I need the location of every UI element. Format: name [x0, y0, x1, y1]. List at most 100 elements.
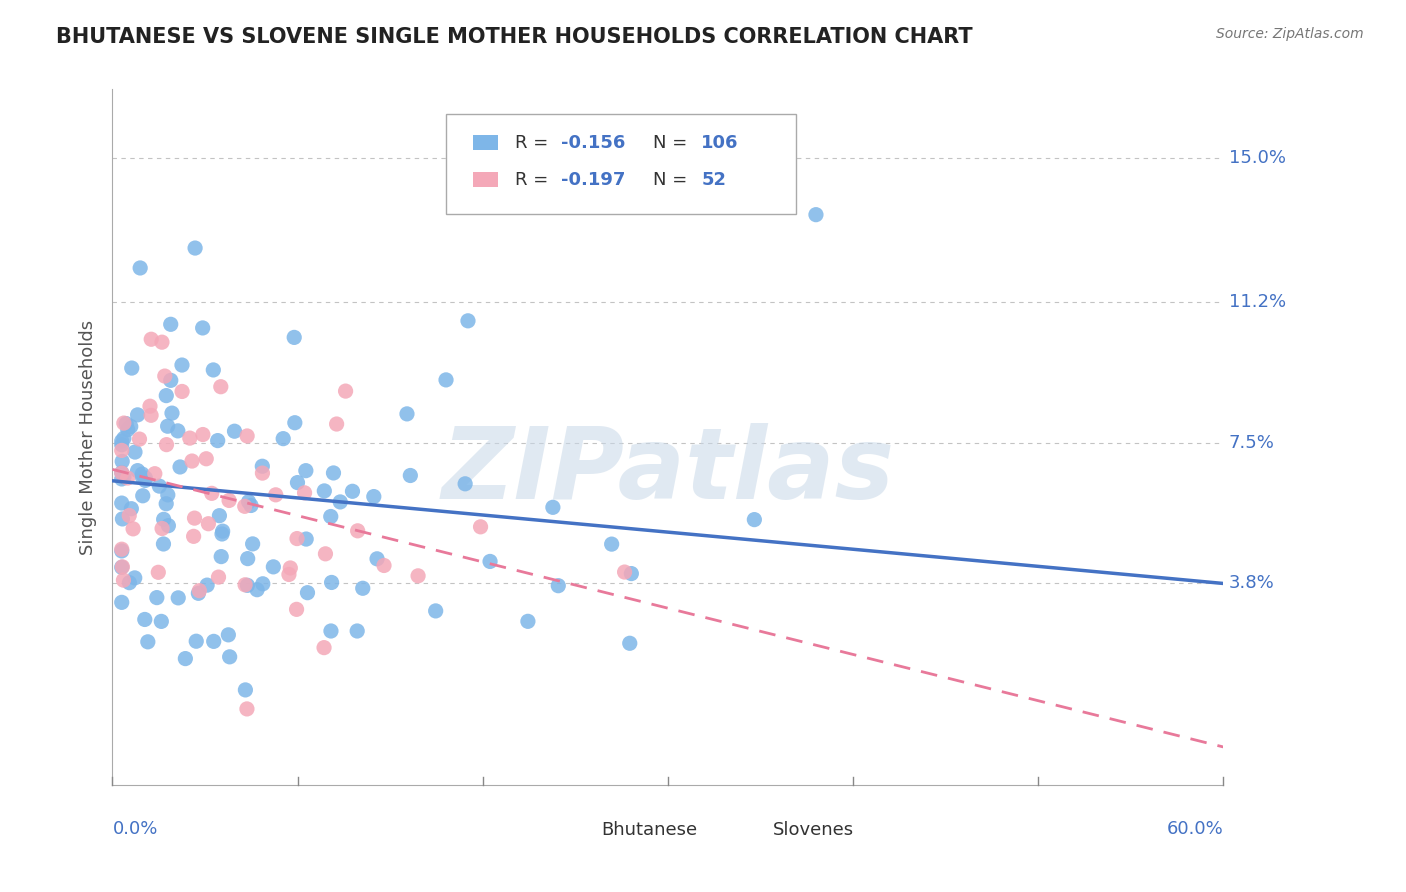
Point: [172, 384, 194, 399]
Point: [335, 384, 357, 398]
Point: [187, 586, 209, 600]
Text: 11.2%: 11.2%: [1229, 293, 1286, 311]
Point: [170, 358, 193, 372]
Point: [152, 537, 174, 551]
Point: [804, 208, 827, 222]
Point: [118, 508, 141, 523]
Point: [454, 476, 477, 491]
Point: [141, 332, 163, 346]
Point: [395, 407, 418, 421]
Point: [127, 408, 149, 422]
FancyBboxPatch shape: [568, 823, 591, 837]
Point: [516, 615, 538, 629]
Point: [314, 547, 336, 561]
Point: [134, 474, 156, 488]
Point: [156, 419, 179, 434]
FancyBboxPatch shape: [446, 113, 796, 214]
Point: [285, 602, 308, 616]
Point: [373, 558, 395, 573]
Point: [744, 513, 766, 527]
Point: [134, 471, 156, 485]
Point: [352, 581, 374, 595]
Point: [136, 635, 159, 649]
Point: [366, 551, 388, 566]
Point: [233, 578, 256, 592]
Point: [153, 369, 176, 384]
Point: [252, 459, 274, 474]
Point: [201, 486, 224, 500]
Point: [117, 423, 139, 437]
Text: N =: N =: [654, 170, 693, 188]
Point: [143, 467, 166, 481]
Point: [191, 321, 214, 335]
Point: [150, 615, 173, 629]
Point: [134, 612, 156, 626]
Point: [132, 489, 155, 503]
Point: [312, 640, 335, 655]
Point: [191, 427, 214, 442]
Point: [295, 464, 318, 478]
Point: [208, 508, 231, 523]
Point: [342, 484, 364, 499]
Point: [115, 417, 138, 431]
Point: [124, 571, 146, 585]
Point: [167, 591, 190, 605]
Point: [146, 591, 169, 605]
Point: [111, 466, 134, 480]
Point: [238, 495, 260, 509]
Point: [479, 554, 502, 568]
Point: [120, 501, 142, 516]
Point: [111, 496, 134, 510]
Point: [399, 468, 422, 483]
Point: [262, 559, 284, 574]
Point: [218, 493, 240, 508]
Point: [283, 330, 305, 344]
Point: [111, 595, 134, 609]
Point: [363, 490, 385, 504]
Point: [209, 549, 232, 564]
Point: [112, 470, 135, 484]
Point: [197, 516, 219, 531]
Point: [195, 578, 218, 592]
Point: [240, 499, 263, 513]
Point: [152, 512, 174, 526]
Point: [297, 585, 319, 599]
Point: [600, 537, 623, 551]
Point: [120, 419, 142, 434]
Point: [179, 431, 201, 445]
Point: [131, 467, 153, 482]
Point: [111, 438, 134, 452]
Point: [117, 471, 139, 485]
Point: [321, 575, 343, 590]
Point: [124, 445, 146, 459]
Point: [186, 634, 208, 648]
Point: [181, 454, 204, 468]
Y-axis label: Single Mother Households: Single Mother Households: [79, 319, 97, 555]
Point: [159, 373, 181, 387]
Point: [233, 500, 256, 514]
Point: [111, 454, 134, 468]
Point: [252, 466, 274, 480]
Point: [346, 524, 368, 538]
Point: [169, 459, 191, 474]
Point: [224, 424, 246, 438]
Text: Bhutanese: Bhutanese: [602, 822, 697, 839]
Point: [174, 651, 197, 665]
Point: [128, 432, 150, 446]
Point: [319, 624, 342, 638]
Text: 3.8%: 3.8%: [1229, 574, 1274, 592]
Point: [183, 511, 205, 525]
Point: [111, 472, 134, 486]
Point: [242, 537, 264, 551]
Text: R =: R =: [515, 134, 554, 152]
Point: [111, 542, 134, 557]
Text: -0.197: -0.197: [561, 170, 626, 188]
Point: [541, 500, 564, 515]
Point: [236, 429, 259, 443]
Point: [148, 479, 170, 493]
Point: [547, 579, 569, 593]
Point: [218, 649, 240, 664]
Point: [287, 475, 309, 490]
Text: 0.0%: 0.0%: [112, 820, 157, 838]
Point: [325, 417, 347, 431]
